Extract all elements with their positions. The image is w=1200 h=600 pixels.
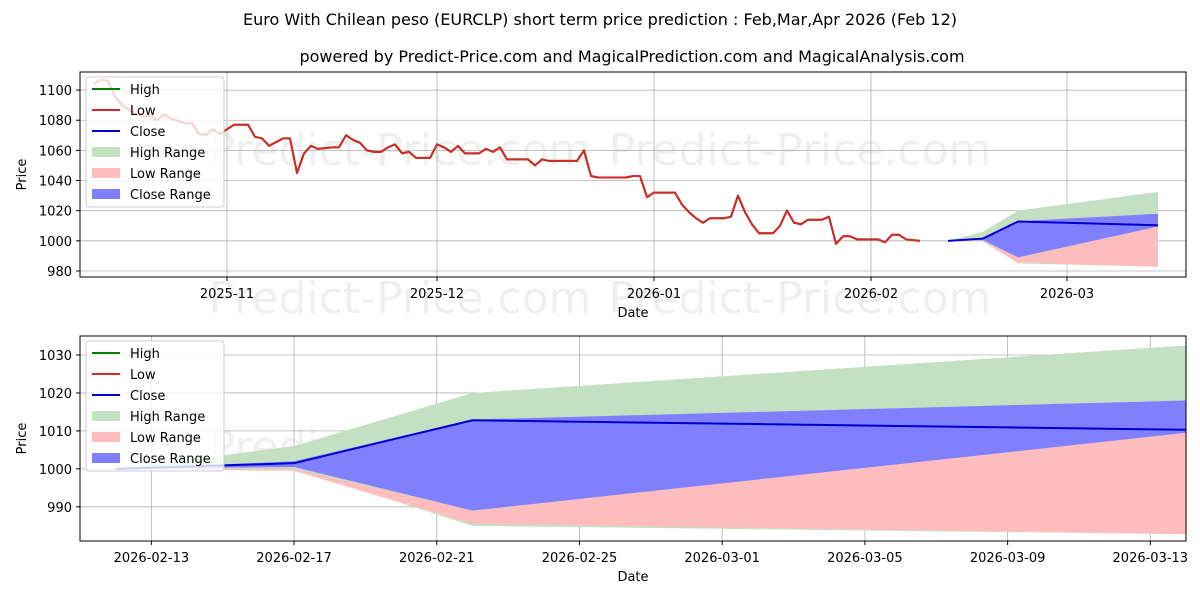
legend-label-close: Close (130, 125, 165, 140)
legend-box (85, 76, 225, 208)
legend-label-high: High (130, 347, 160, 362)
y-tick-label: 1020 (39, 387, 72, 402)
x-tick-label: 2026-03 (1040, 287, 1094, 302)
legend-swatch-high-range (92, 147, 120, 157)
y-tick-label: 980 (47, 265, 72, 280)
y-tick-label: 1080 (39, 114, 72, 129)
x-tick-label: 2026-03-05 (827, 551, 903, 566)
x-tick-label: 2026-02-13 (114, 551, 190, 566)
y-tick-label: 1010 (39, 425, 72, 440)
legend: High Low Close High Range Low Range Close Ran… (85, 340, 225, 472)
y-tick-label: 990 (47, 501, 72, 516)
legend: High Low Close High Range Low Range Close Ran… (85, 76, 225, 208)
low-series-line (93, 78, 921, 245)
legend-swatch-low-range (92, 432, 120, 442)
y-tick-label: 1060 (39, 144, 72, 159)
close-series-line (947, 220, 1159, 242)
legend-swatch-low-range (92, 168, 120, 178)
main-chart-panel: Predict-Price.com Predict-Price.comPredic… (15, 71, 1187, 324)
legend-swatch-close-range (92, 453, 120, 463)
legend-label-high: High (130, 83, 160, 98)
legend-label-low-range: Low Range (130, 431, 201, 446)
legend-label-low-range: Low Range (130, 167, 201, 182)
y-tick-label: 1000 (39, 463, 72, 478)
watermark-text: Predict-Price.com (609, 273, 992, 324)
forecast-chart-panel: Predict-Price.comPredict-Price.com2026-0… (15, 335, 1189, 585)
legend-label-close: Close (130, 389, 165, 404)
y-tick-label: 1030 (39, 349, 72, 364)
low-range-area (115, 432, 1187, 535)
close-range-area (115, 400, 1187, 511)
x-tick-label: 2025-12 (410, 287, 464, 302)
legend-swatch-close-range (92, 189, 120, 199)
legend-label-close-range: Close Range (130, 452, 211, 467)
chart-subtitle: powered by Predict-Price.com and Magical… (299, 47, 964, 66)
y-axis-label: Price (15, 159, 30, 191)
x-tick-label: 2026-02-17 (256, 551, 332, 566)
plot-frame (79, 335, 1187, 542)
y-tick-label: 1000 (39, 235, 72, 250)
x-tick-label: 2026-01 (627, 287, 681, 302)
x-tick-label: 2026-03-01 (684, 551, 760, 566)
y-tick-label: 1100 (39, 84, 72, 99)
low-range-area (948, 226, 1158, 267)
legend-label-close-range: Close Range (130, 188, 211, 203)
watermark-text: Predict-Price.com (209, 273, 592, 324)
y-tick-label: 1040 (39, 175, 72, 190)
x-tick-label: 2026-02-21 (399, 551, 475, 566)
x-tick-label: 2026-02 (844, 287, 898, 302)
x-tick-label: 2026-02-25 (542, 551, 618, 566)
x-axis-label: Date (617, 306, 648, 321)
legend-label-high-range: High Range (130, 410, 205, 425)
legend-label-low: Low (130, 368, 156, 383)
chart-title: Euro With Chilean peso (EURCLP) short te… (243, 10, 957, 29)
y-axis-label: Price (15, 423, 30, 455)
x-tick-label: 2026-03-13 (1113, 551, 1189, 566)
legend-label-high-range: High Range (130, 146, 205, 161)
x-tick-label: 2026-03-09 (970, 551, 1046, 566)
y-tick-label: 1020 (39, 205, 72, 220)
x-tick-label: 2025-11 (200, 287, 254, 302)
legend-box (85, 340, 225, 472)
legend-swatch-high-range (92, 411, 120, 421)
legend-label-low: Low (130, 104, 156, 119)
x-axis-label: Date (617, 570, 648, 585)
plot-frame (79, 71, 1187, 278)
